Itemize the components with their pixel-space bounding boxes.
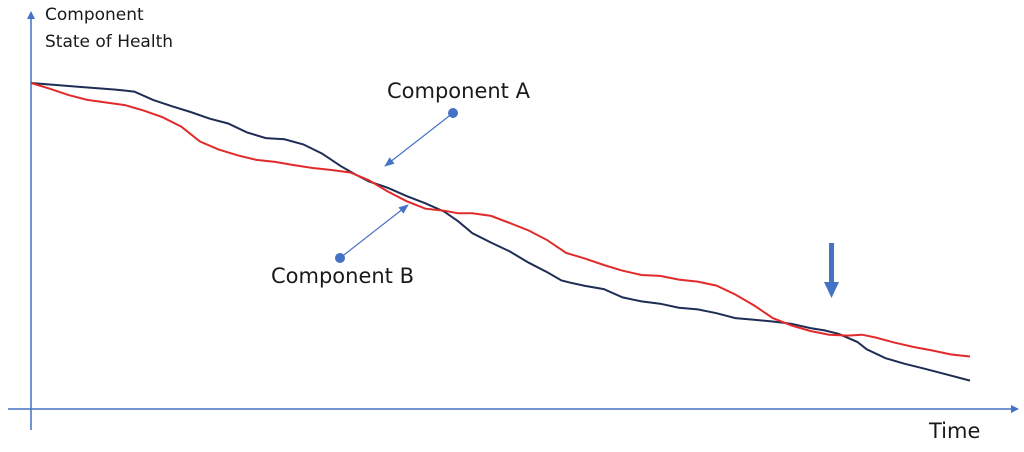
annotation-dot-component-b (335, 253, 345, 263)
annotation-label-component-b: Component B (271, 264, 415, 288)
annotation-line-component-a (384, 112, 454, 167)
series-line-component-a (30, 82, 971, 382)
y-axis-label-line-2: State of Health (45, 32, 174, 52)
y-axis-label-line-1: Component (45, 5, 144, 25)
annotation-dot-component-a (448, 108, 458, 118)
series-line-component-b (30, 82, 971, 358)
annotation-label-component-a: Component A (387, 79, 530, 103)
x-axis-label: Time (929, 419, 981, 443)
annotation-line-component-b (339, 204, 409, 259)
event-arrow-icon (824, 243, 839, 298)
